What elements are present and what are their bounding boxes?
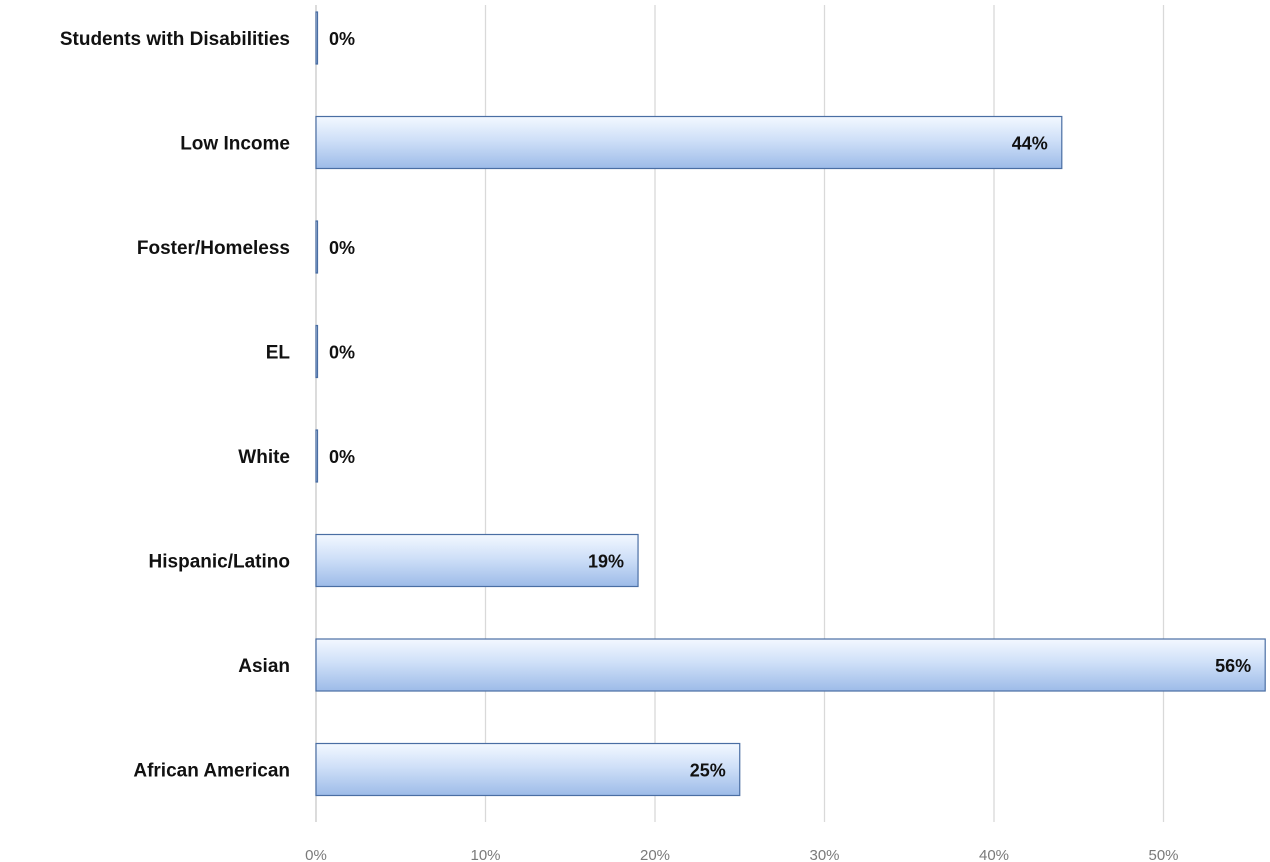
value-label: 0% [329, 343, 355, 363]
value-label: 0% [329, 29, 355, 49]
bar [315, 11, 319, 65]
x-axis-tick-labels: 0% 10% 20% 30% 40% 50% [305, 847, 1178, 862]
x-tick-label: 10% [470, 847, 500, 862]
bar [315, 742, 741, 797]
x-tick-label: 0% [305, 847, 327, 862]
category-label: EL [266, 343, 291, 364]
value-label: 19% [588, 552, 624, 572]
bar [315, 324, 319, 379]
value-label: 44% [1012, 134, 1048, 154]
category-label: Foster/Homeless [137, 238, 290, 259]
category-label: Hispanic/Latino [149, 552, 290, 573]
x-tick-label: 50% [1148, 847, 1178, 862]
value-labels: 0% 44% 0% 0% 0% 19% 56% 25% [329, 29, 1251, 781]
x-tick-label: 20% [640, 847, 670, 862]
value-label: 25% [690, 761, 726, 781]
bars [315, 11, 1266, 797]
value-label: 0% [329, 447, 355, 467]
bar [315, 533, 639, 588]
bar [315, 220, 319, 274]
category-label: Students with Disabilities [60, 29, 290, 50]
category-label: Asian [238, 656, 290, 677]
category-label: White [238, 447, 290, 468]
value-label: 56% [1215, 656, 1251, 676]
category-label: Low Income [180, 134, 290, 155]
bar [315, 429, 319, 483]
category-label: African American [133, 761, 290, 782]
bar [315, 115, 1063, 170]
x-tick-label: 30% [809, 847, 839, 862]
category-labels: Students with Disabilities Low Income Fost… [60, 29, 291, 782]
x-tick-label: 40% [979, 847, 1009, 862]
bar [315, 638, 1266, 692]
value-label: 0% [329, 238, 355, 258]
